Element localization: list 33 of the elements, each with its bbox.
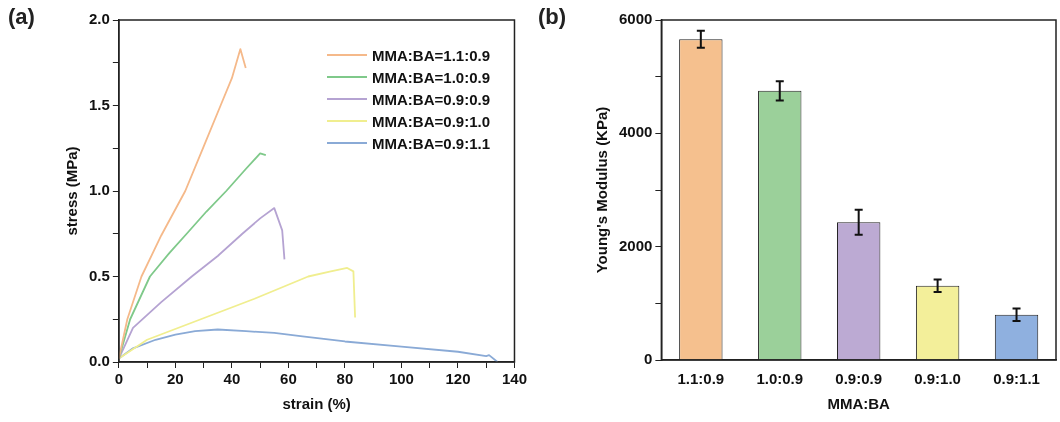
x-axis-title: MMA:BA xyxy=(827,395,891,413)
x-tick-label: 40 xyxy=(223,370,241,388)
y-tick-label: 2000 xyxy=(618,236,653,254)
y-tick-label: 4000 xyxy=(618,123,653,141)
y-tick-label: 1.5 xyxy=(88,95,110,113)
x-tick-label: 1.1:0.9 xyxy=(677,370,725,388)
legend-label: MMA:BA=1.0:0.9 xyxy=(372,68,490,86)
legend-label: MMA:BA=0.9:1.1 xyxy=(372,134,490,152)
y-axis-title: Young's Modulus (KPa) xyxy=(593,106,611,274)
legend-label: MMA:BA=0.9:0.9 xyxy=(372,90,490,108)
x-tick-label: 100 xyxy=(388,370,414,388)
x-tick-label: 80 xyxy=(336,370,354,388)
chart-title: (b) xyxy=(538,4,567,30)
x-tick-label: 20 xyxy=(167,370,184,388)
x-tick-label: 0.9:1.1 xyxy=(993,370,1040,388)
x-axis-title: strain (%) xyxy=(282,395,351,413)
y-tick-label: 6000 xyxy=(618,10,653,28)
x-tick-label: 0.9:0.9 xyxy=(835,370,883,388)
legend-label: MMA:BA=1.1:0.9 xyxy=(372,46,490,64)
y-tick-label: 1.0 xyxy=(88,181,110,199)
y-tick-label: 0.0 xyxy=(88,352,110,370)
legend-label: MMA:BA=0.9:1.0 xyxy=(372,112,490,130)
y-tick-label: 0 xyxy=(644,350,653,368)
x-tick-label: 60 xyxy=(280,370,297,388)
x-tick-label: 0.9:1.0 xyxy=(914,370,961,388)
x-tick-label: 140 xyxy=(501,370,527,388)
y-tick-label: 2.0 xyxy=(88,10,110,28)
x-tick-label: 120 xyxy=(445,370,471,388)
y-axis-title: stress (MPa) xyxy=(63,146,81,236)
chart-title: (a) xyxy=(8,4,35,30)
x-tick-label: 1.0:0.9 xyxy=(756,370,804,388)
x-tick-label: 0 xyxy=(114,370,124,388)
y-tick-label: 0.5 xyxy=(88,266,110,284)
